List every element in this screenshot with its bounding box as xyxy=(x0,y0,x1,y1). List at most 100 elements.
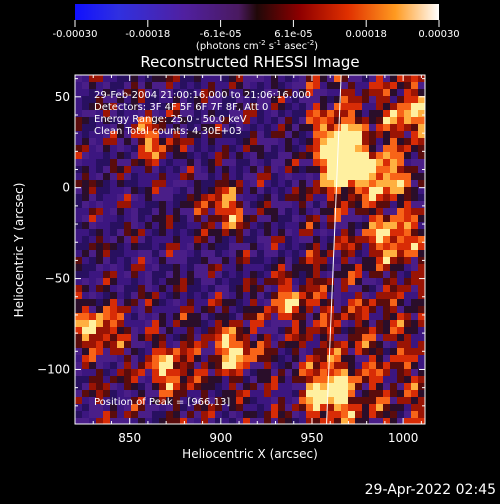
heatmap-cell xyxy=(75,348,82,355)
heatmap-cell xyxy=(341,208,348,215)
heatmap-cell xyxy=(250,215,257,222)
heatmap-cell xyxy=(138,96,145,103)
heatmap-cell xyxy=(362,411,369,418)
heatmap-cell xyxy=(313,194,320,201)
heatmap-cell xyxy=(278,159,285,166)
heatmap-cell xyxy=(271,250,278,257)
heatmap-cell xyxy=(166,334,173,341)
heatmap-cell xyxy=(236,334,243,341)
heatmap-cell xyxy=(124,152,131,159)
heatmap-cell xyxy=(229,152,236,159)
heatmap-cell xyxy=(299,229,306,236)
heatmap-cell xyxy=(208,397,215,404)
heatmap-cell xyxy=(264,243,271,250)
heatmap-cell xyxy=(383,75,390,82)
heatmap-cell xyxy=(201,299,208,306)
heatmap-cell xyxy=(320,236,327,243)
heatmap-cell xyxy=(348,117,355,124)
heatmap-cell xyxy=(208,250,215,257)
heatmap-cell xyxy=(306,89,313,96)
heatmap-cell xyxy=(229,187,236,194)
heatmap-cell xyxy=(229,306,236,313)
heatmap-cell xyxy=(124,166,131,173)
heatmap-cell xyxy=(180,418,187,424)
heatmap-cell xyxy=(285,299,292,306)
heatmap-cell xyxy=(75,320,82,327)
heatmap-cell xyxy=(299,159,306,166)
heatmap-cell xyxy=(145,103,152,110)
heatmap-cell xyxy=(159,236,166,243)
heatmap-cell xyxy=(243,173,250,180)
heatmap-cell xyxy=(292,348,299,355)
heatmap-cell xyxy=(138,320,145,327)
heatmap-cell xyxy=(180,278,187,285)
heatmap-cell xyxy=(145,89,152,96)
heatmap-cell xyxy=(201,180,208,187)
heatmap-cell xyxy=(404,292,411,299)
heatmap-cell xyxy=(187,341,194,348)
heatmap-cell xyxy=(271,187,278,194)
heatmap-cell xyxy=(411,145,418,152)
heatmap-cell xyxy=(243,250,250,257)
heatmap-cell xyxy=(222,285,229,292)
heatmap-cell xyxy=(222,264,229,271)
heatmap-cell xyxy=(271,327,278,334)
heatmap-cell xyxy=(306,397,313,404)
heatmap-cell xyxy=(418,173,425,180)
heatmap-cell xyxy=(201,362,208,369)
heatmap-cell xyxy=(236,208,243,215)
heatmap-cell xyxy=(166,124,173,131)
heatmap-cell xyxy=(166,208,173,215)
heatmap-cell xyxy=(152,313,159,320)
heatmap-cell xyxy=(145,117,152,124)
heatmap-cell xyxy=(397,215,404,222)
heatmap-cell xyxy=(376,334,383,341)
heatmap-cell xyxy=(75,292,82,299)
heatmap-cell xyxy=(278,103,285,110)
heatmap-cell xyxy=(166,306,173,313)
heatmap-cell xyxy=(243,208,250,215)
heatmap-cell xyxy=(180,327,187,334)
heatmap-cell xyxy=(306,327,313,334)
heatmap-cell xyxy=(96,152,103,159)
heatmap-cell xyxy=(145,334,152,341)
heatmap-cell xyxy=(229,75,236,82)
heatmap-cell xyxy=(355,131,362,138)
heatmap-cell xyxy=(82,145,89,152)
heatmap-cell xyxy=(75,194,82,201)
heatmap-cell xyxy=(257,397,264,404)
heatmap-cell xyxy=(75,229,82,236)
heatmap-cell xyxy=(103,306,110,313)
heatmap-cell xyxy=(201,222,208,229)
heatmap-cell xyxy=(299,145,306,152)
heatmap-cell xyxy=(292,397,299,404)
heatmap-cell xyxy=(404,138,411,145)
heatmap-cell xyxy=(341,257,348,264)
heatmap-cell xyxy=(208,418,215,424)
heatmap-cell xyxy=(215,390,222,397)
heatmap-cell xyxy=(404,145,411,152)
heatmap-cell xyxy=(152,264,159,271)
heatmap-cell xyxy=(334,348,341,355)
heatmap-cell xyxy=(201,159,208,166)
heatmap-cell xyxy=(96,194,103,201)
heatmap-cell xyxy=(411,194,418,201)
heatmap-cell xyxy=(159,138,166,145)
heatmap-cell xyxy=(222,404,229,411)
heatmap-cell xyxy=(201,390,208,397)
heatmap-cell xyxy=(299,264,306,271)
heatmap-cell xyxy=(404,369,411,376)
heatmap-cell xyxy=(362,194,369,201)
heatmap-cell xyxy=(397,208,404,215)
heatmap-cell xyxy=(369,341,376,348)
heatmap-cell xyxy=(110,145,117,152)
heatmap-cell xyxy=(89,250,96,257)
heatmap-cell xyxy=(257,208,264,215)
heatmap-cell xyxy=(390,404,397,411)
heatmap-cell xyxy=(278,173,285,180)
heatmap-cell xyxy=(194,341,201,348)
heatmap-cell xyxy=(145,383,152,390)
heatmap-cell xyxy=(75,208,82,215)
heatmap-cell xyxy=(159,313,166,320)
heatmap-cell xyxy=(369,327,376,334)
